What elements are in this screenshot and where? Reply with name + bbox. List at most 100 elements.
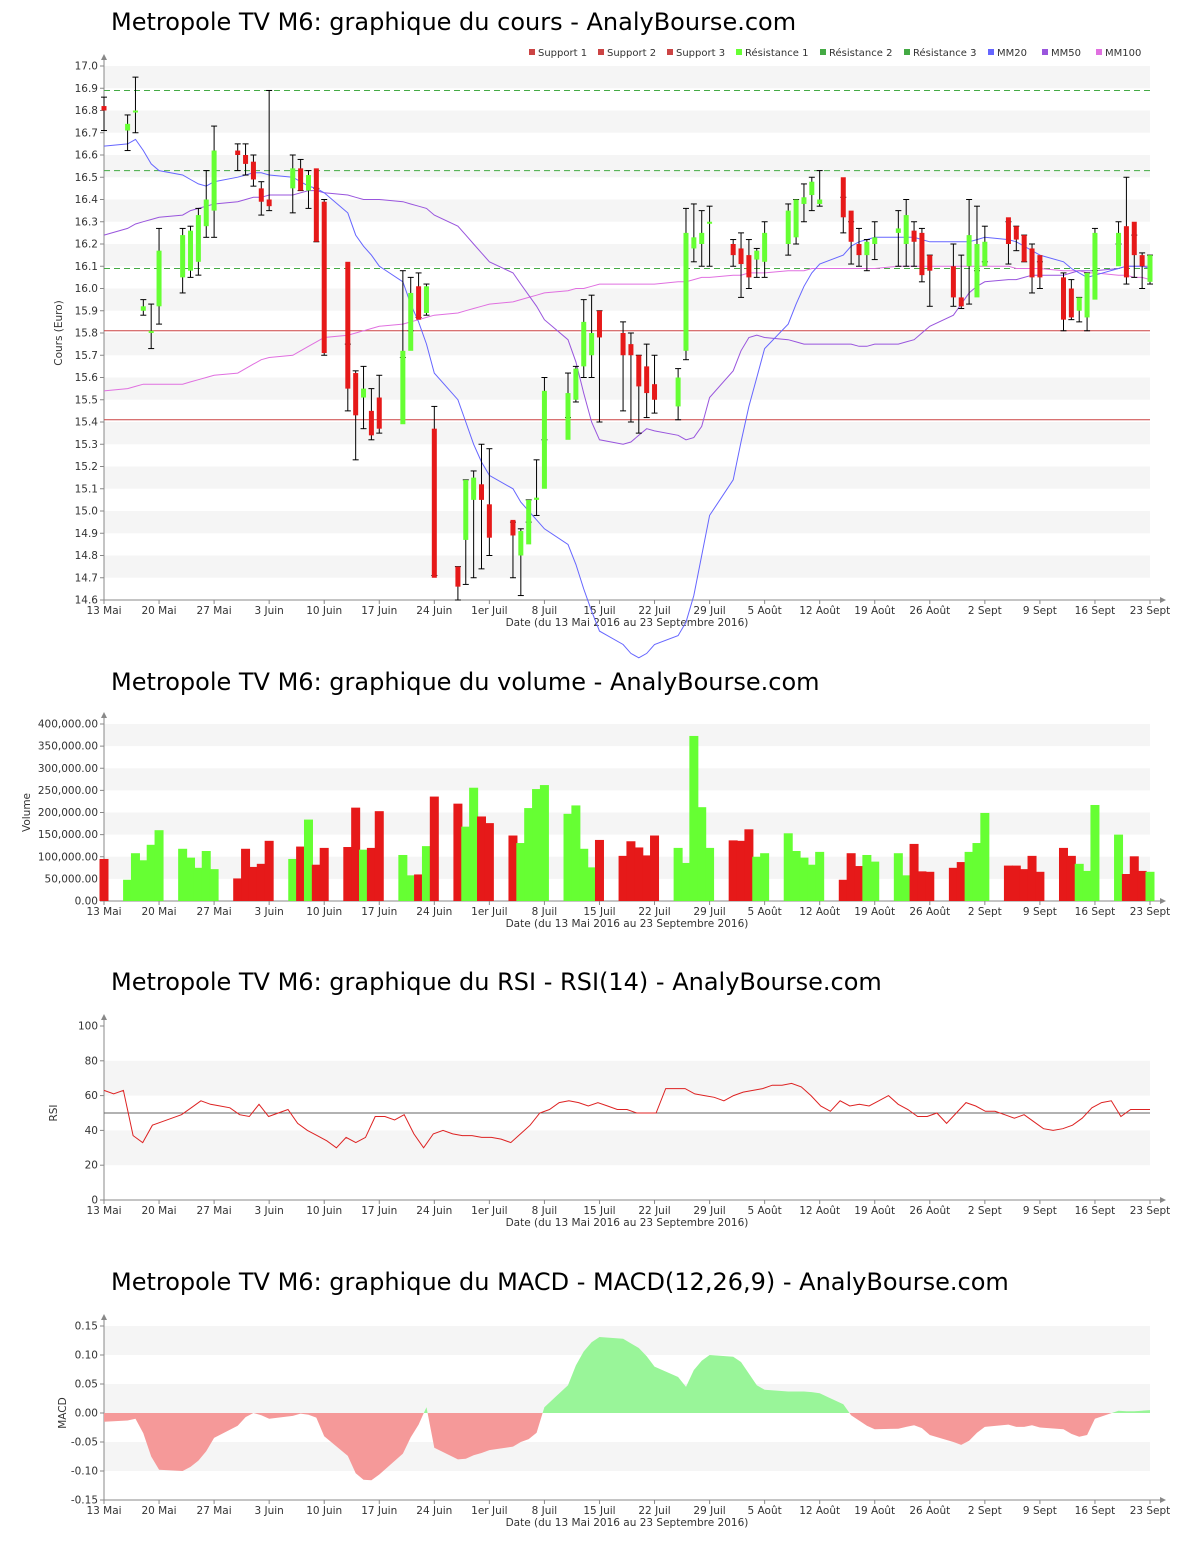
candle	[785, 203, 792, 256]
candle-body	[376, 397, 382, 429]
volume-bar	[1035, 871, 1045, 901]
candle	[517, 528, 524, 597]
candle	[706, 205, 713, 267]
candle	[950, 243, 957, 307]
candle	[541, 377, 548, 489]
x-tick-label: 23 Sept	[1130, 1505, 1171, 1517]
candle-body	[982, 241, 988, 267]
volume-bar	[1058, 847, 1068, 901]
candle-body	[486, 504, 492, 538]
y-tick-label: 80	[85, 1055, 98, 1067]
volume-bar	[901, 875, 911, 901]
y-tick-label: 16.8	[75, 105, 98, 117]
legend-label: MM100	[1105, 48, 1141, 59]
y-tick-label: 400,000.00	[38, 719, 98, 731]
legend-item: MM50	[1042, 48, 1081, 59]
volume-bar	[406, 875, 416, 901]
volume-bar	[241, 848, 251, 901]
candle-body	[785, 210, 791, 244]
volume-bar	[673, 847, 683, 901]
volume-bar	[453, 803, 463, 901]
y-tick-label: 15.6	[75, 372, 99, 384]
y-tick-label: 16.6	[75, 150, 99, 162]
x-tick-label: 5 Août	[748, 605, 782, 617]
rsi-chart: 0 20 40 60 80 100 13 Mai 20 Mai 27 Mai 3 Juin 10 J…	[48, 1014, 1170, 1229]
volume-bar	[146, 844, 156, 901]
x-tick-label: 15 Juil	[583, 605, 615, 617]
candle-body	[510, 519, 516, 536]
grid-band	[104, 199, 1150, 222]
candle	[148, 303, 155, 350]
volume-bar	[1074, 863, 1084, 901]
volume-bar	[760, 853, 770, 901]
legend-item: MM20	[988, 48, 1027, 59]
volume-bar	[311, 864, 321, 901]
x-tick-label: 17 Juin	[361, 906, 397, 918]
volume-bar	[728, 840, 738, 901]
y-axis-arrow	[101, 54, 107, 60]
candle	[565, 372, 572, 440]
x-tick-label: 20 Mai	[141, 906, 176, 918]
candle-body	[353, 373, 359, 416]
x-tick-label: 3 Juin	[254, 906, 283, 918]
legend-label: Support 2	[607, 48, 656, 59]
candle-body	[140, 306, 146, 311]
candle-body	[408, 292, 414, 351]
x-tick-label: 8 Juil	[532, 1505, 558, 1517]
y-tick-label: -0.05	[71, 1437, 98, 1449]
grid-band	[104, 288, 1150, 311]
candle	[1139, 252, 1146, 289]
candle	[730, 239, 737, 267]
candle	[203, 170, 210, 238]
x-tick-label: 27 Mai	[197, 605, 232, 617]
volume-bar	[689, 735, 699, 901]
legend-item: Support 2	[598, 48, 656, 59]
y-tick-label: 14.9	[75, 528, 98, 540]
x-tick-label: 8 Juil	[532, 906, 558, 918]
y-axis-label: RSI	[48, 1104, 60, 1121]
candle-body	[581, 321, 587, 367]
candle-body	[258, 188, 264, 202]
y-tick-label: 100,000.00	[38, 851, 98, 863]
candle	[297, 158, 304, 192]
candle	[620, 321, 627, 412]
candle	[344, 261, 351, 412]
volume-bar	[256, 863, 266, 901]
volume-bar	[1114, 834, 1124, 901]
grid-band	[104, 555, 1150, 578]
volume-bar	[343, 847, 353, 901]
x-tick-label: 22 Juil	[638, 1505, 670, 1517]
volume-bar	[429, 796, 439, 901]
x-axis-label: Date (du 13 Mai 2016 au 23 Septembre 201…	[506, 617, 749, 629]
y-tick-label: 100	[78, 1021, 98, 1033]
y-tick-label: 250,000.00	[38, 785, 98, 797]
volume-bar	[319, 847, 329, 901]
volume-bar	[846, 853, 856, 901]
candle	[132, 76, 139, 134]
x-tick-label: 9 Sept	[1023, 1505, 1057, 1517]
candle	[234, 143, 241, 172]
legend-item: Support 1	[529, 48, 587, 59]
candle	[266, 89, 273, 212]
volume-bar	[972, 843, 982, 901]
volume-bar	[123, 879, 133, 901]
candle	[478, 443, 485, 570]
legend-item: Résistance 1	[736, 47, 808, 59]
candle	[596, 310, 603, 423]
grid-band	[104, 466, 1150, 489]
candle-body	[872, 237, 878, 244]
x-tick-label: 29 Juil	[693, 1205, 725, 1217]
x-tick-label: 5 Août	[748, 906, 782, 918]
candle	[289, 154, 296, 214]
candle	[179, 227, 186, 294]
candle-body	[203, 199, 209, 227]
candle-body	[479, 484, 485, 500]
y-tick-label: 14.7	[75, 572, 98, 584]
x-tick-label: 24 Juin	[416, 906, 452, 918]
candle-body	[699, 232, 705, 244]
y-tick-label: -0.15	[71, 1495, 98, 1507]
candle	[588, 294, 595, 378]
candle	[313, 168, 320, 243]
grid-band	[104, 110, 1150, 133]
y-tick-label: 15.0	[75, 506, 98, 518]
